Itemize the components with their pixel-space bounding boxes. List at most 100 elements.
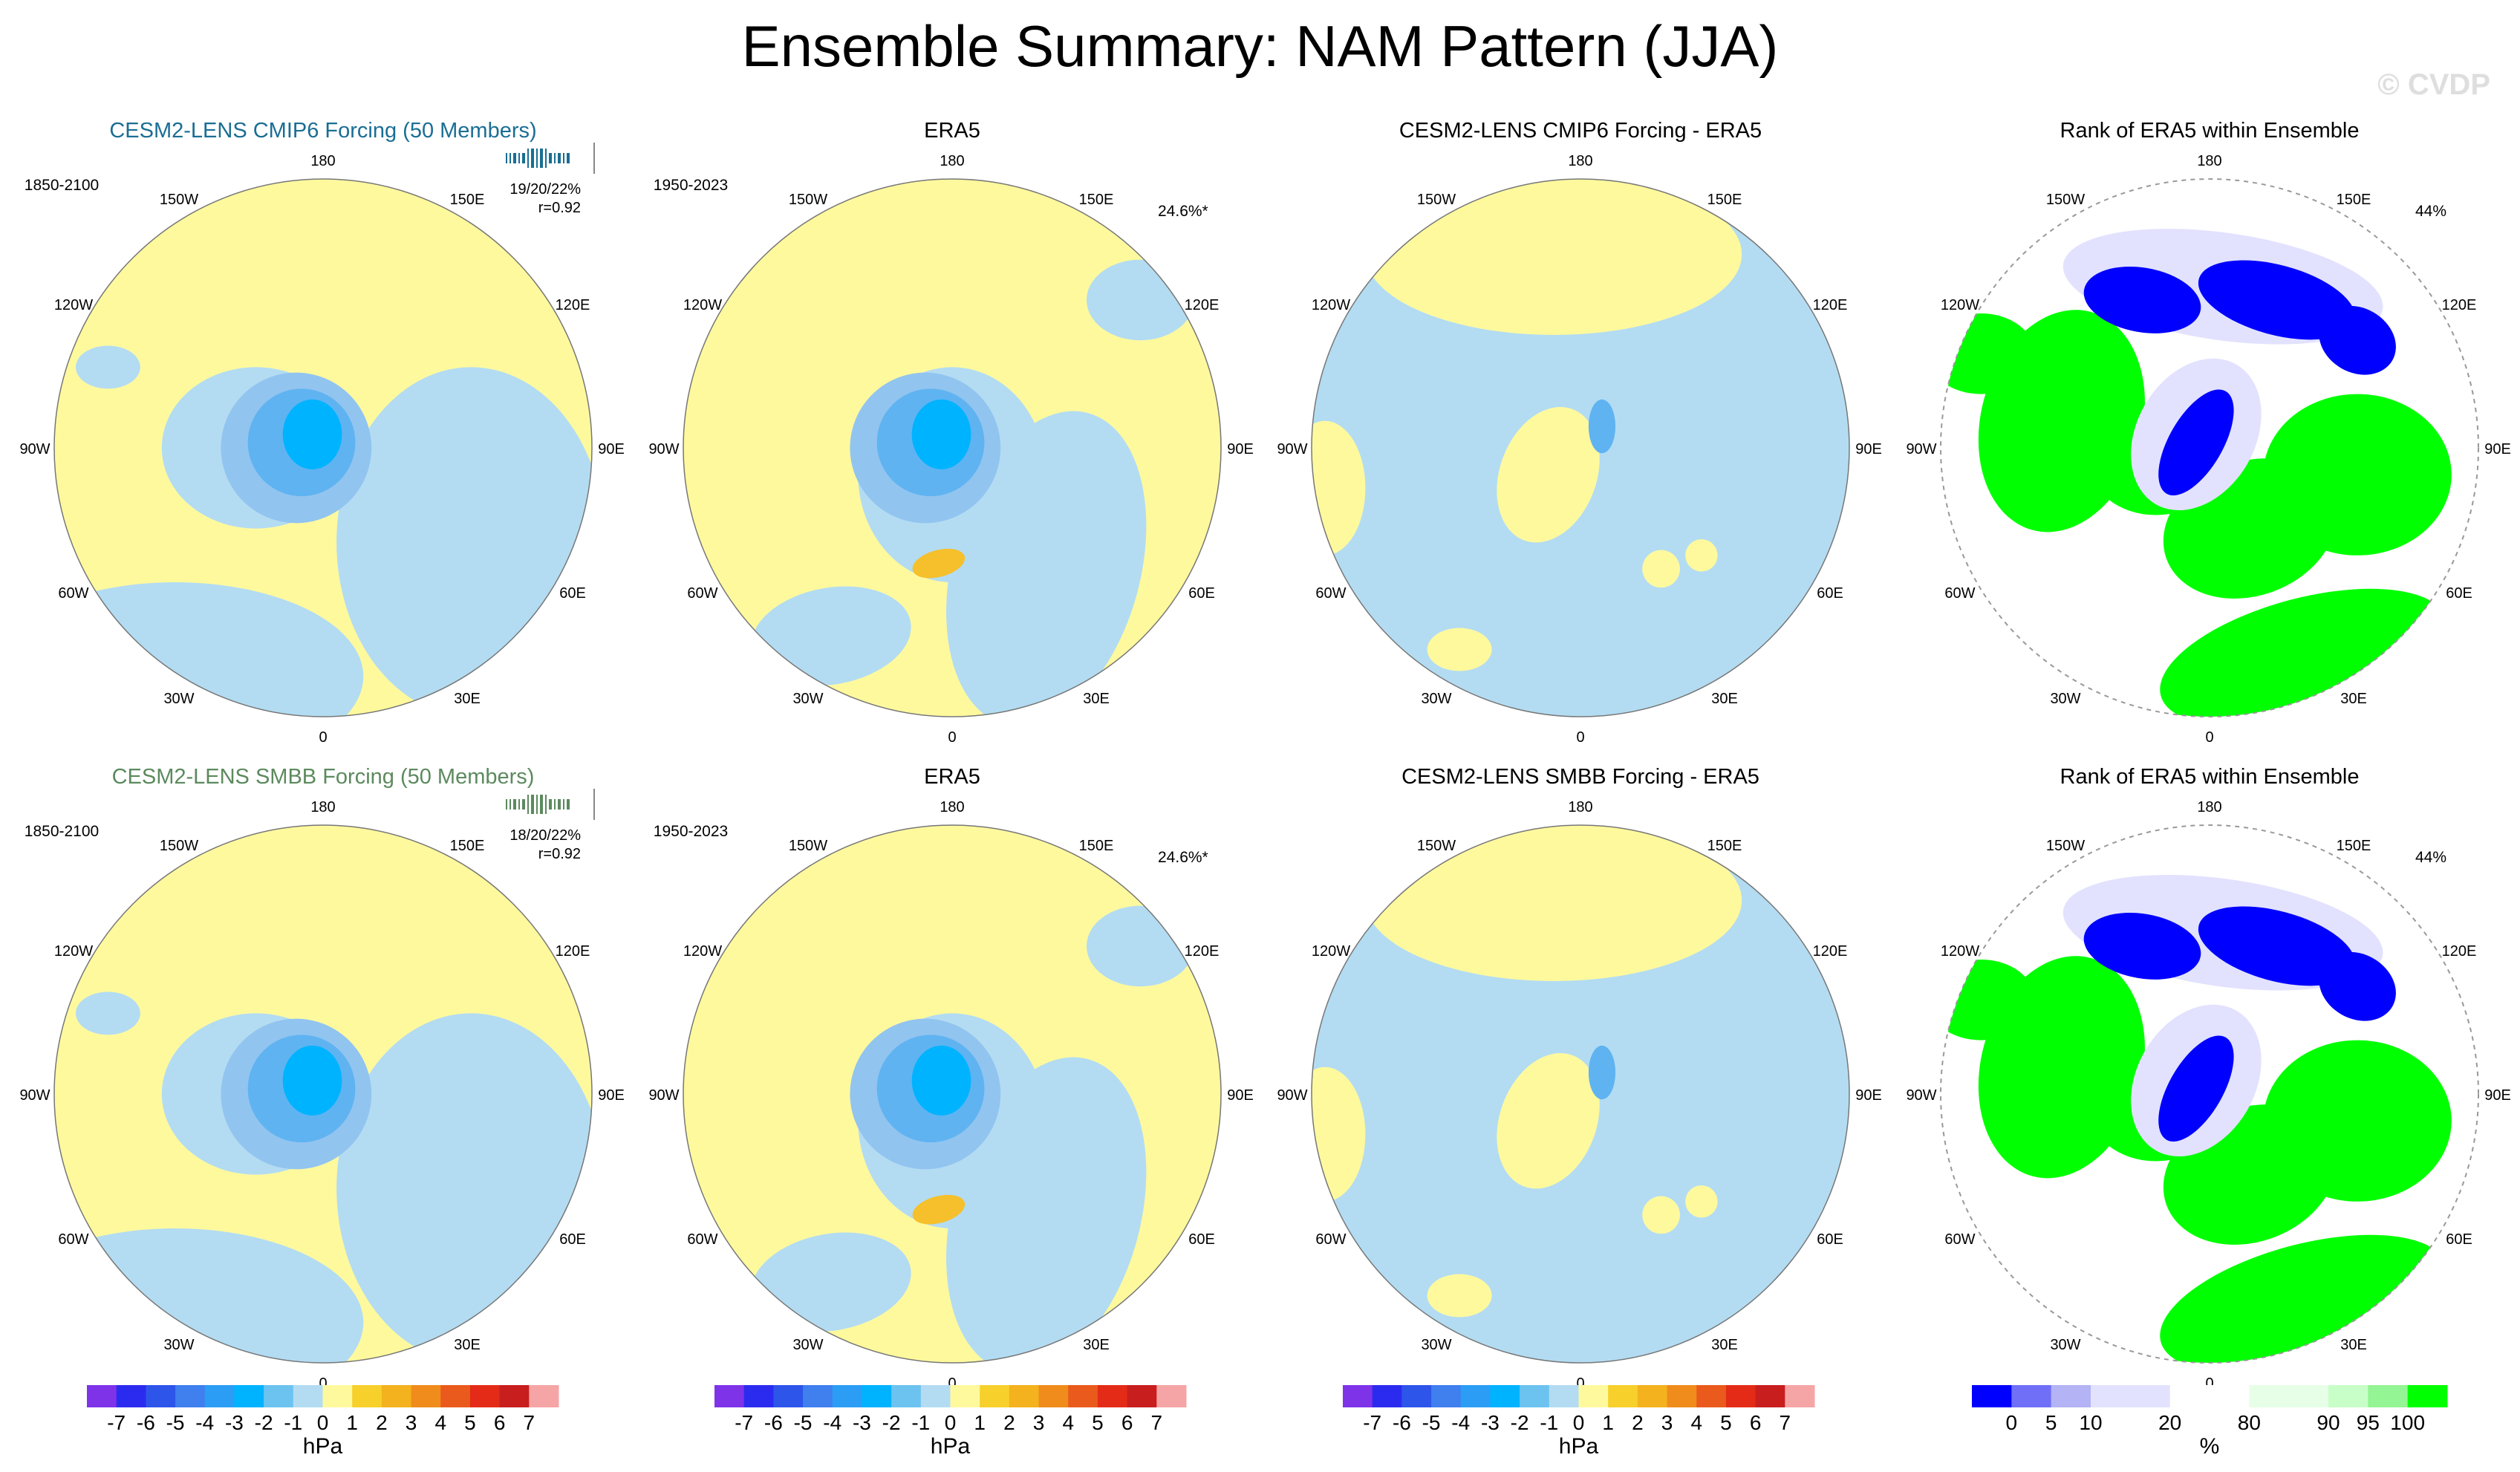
pattern-correlation: r=0.92 (538, 846, 581, 862)
panel-title: ERA5 (924, 119, 980, 143)
colorbar-box (1725, 1385, 1756, 1407)
longitude-label: 60E (1188, 1231, 1215, 1248)
colorbar-tick-label: 3 (406, 1411, 417, 1434)
colorbar-box (2210, 1385, 2250, 1407)
map-boundary (1940, 824, 2479, 1364)
map-panel-r2c1: CESM2-LENS SMBB Forcing (50 Members) 180 1… (19, 765, 624, 1392)
colorbar-tick-label: -1 (1540, 1411, 1558, 1434)
map-field (54, 179, 592, 717)
map-panel-r2c3: CESM2-LENS SMBB Forcing - ERA5 180 150E 120… (1277, 765, 1881, 1392)
longitude-label: 150W (789, 838, 827, 854)
longitude-label: 150E (450, 838, 485, 854)
rank-low-region (2083, 912, 2201, 980)
positive-difference-region (1365, 179, 1742, 335)
longitude-label: 90W (1906, 441, 1936, 457)
colorbar-box (146, 1385, 176, 1407)
longitude-label: 120E (1813, 943, 1848, 960)
colorbar-tick-label: 4 (434, 1411, 446, 1434)
colorbar-box (2130, 1385, 2171, 1407)
colorbar-box (175, 1385, 206, 1407)
colorbar-tick-label: 1 (974, 1411, 986, 1434)
longitude-label: 60W (1944, 585, 1975, 602)
colorbar-box (469, 1385, 501, 1407)
colorbar-tick-label: -6 (764, 1411, 783, 1434)
longitude-label: 30E (1711, 1337, 1738, 1353)
colorbar-box (891, 1385, 922, 1407)
colorbar-tick-label: 90 (2316, 1411, 2340, 1434)
longitude-label: 30E (1711, 691, 1738, 707)
longitude-label: 60E (2446, 585, 2472, 602)
map-field (683, 179, 1221, 717)
longitude-label: 120W (54, 943, 93, 960)
colorbar-box (1431, 1385, 1462, 1407)
longitude-label: 150E (1707, 192, 1742, 208)
variance-explained: 44% (2415, 203, 2446, 220)
colorbar-unit: hPa (1559, 1434, 1599, 1459)
longitude-label: 180 (2197, 153, 2221, 169)
longitude-label: 30W (163, 691, 194, 707)
colorbar-tick-label: 4 (1690, 1411, 1702, 1434)
variance-explained: 24.6%* (1158, 849, 1208, 866)
colorbar-tick-label: 1 (346, 1411, 358, 1434)
colorbar-box (1972, 1385, 2012, 1407)
colorbar-box (2169, 1385, 2210, 1407)
map-panel-r1c2: ERA5 180 150E 120E 90E 60E 30E 0 30W 60W 90W 120W 15… (648, 119, 1253, 746)
colorbar-tick-label: -7 (107, 1411, 126, 1434)
longitude-label: 60E (1817, 1231, 1843, 1248)
colorbar-box (1038, 1385, 1069, 1407)
colorbar-box (322, 1385, 353, 1407)
longitude-label: 120W (1312, 943, 1350, 960)
colorbar-tick-label: -5 (1422, 1411, 1441, 1434)
longitude-label: 150E (2337, 838, 2371, 854)
colorbar-tick-label: 2 (376, 1411, 388, 1434)
panel-title: CESM2-LENS CMIP6 Forcing - ERA5 (1399, 119, 1762, 143)
colorbar-box (980, 1385, 1010, 1407)
colorbar-box (1785, 1385, 1815, 1407)
rank-low-region (2319, 951, 2396, 1021)
colorbar-box (1009, 1385, 1040, 1407)
positive-difference-region (1365, 825, 1742, 981)
period-label: 1950-2023 (654, 823, 728, 840)
longitude-label: 150W (789, 192, 827, 208)
colorbar-tick-label: -3 (853, 1411, 871, 1434)
colorbar-box (2051, 1385, 2091, 1407)
colorbar-unit: hPa (931, 1434, 971, 1459)
longitude-label: 60W (687, 1231, 717, 1248)
longitude-label: 90E (1227, 1087, 1254, 1104)
colorbar-tick-label: 4 (1062, 1411, 1074, 1434)
longitude-label: 60E (559, 585, 586, 602)
negative-anomaly-3hPa (911, 399, 971, 469)
longitude-label: 30E (1083, 691, 1110, 707)
panel-title: CESM2-LENS SMBB Forcing (50 Members) (112, 765, 535, 789)
longitude-label: 0 (319, 1375, 327, 1392)
colorbar-box (352, 1385, 382, 1407)
panel-title: ERA5 (924, 765, 980, 789)
longitude-label: 60W (1944, 1231, 1975, 1248)
negative-difference-core (1588, 1045, 1616, 1100)
colorbar-tick-label: -2 (1511, 1411, 1529, 1434)
longitude-label: 60E (1188, 585, 1215, 602)
positive-difference-region (1312, 420, 1366, 556)
negative-anomaly-3hPa (911, 1045, 971, 1116)
rank-low-region (2158, 389, 2234, 496)
longitude-label: 150E (1079, 838, 1114, 854)
negative-anomaly-region (75, 991, 140, 1035)
longitude-label: 30E (2340, 691, 2367, 707)
colorbar-tick-label: 3 (1033, 1411, 1045, 1434)
longitude-label: 30W (1421, 691, 1451, 707)
colorbar-tick-label: -3 (1481, 1411, 1500, 1434)
longitude-label: 30E (454, 1337, 481, 1353)
colorbar-tick-label: 5 (464, 1411, 476, 1434)
colorbar-tick-label: 2 (1003, 1411, 1015, 1434)
colorbar-tick-label: -6 (137, 1411, 155, 1434)
colorbar-box (440, 1385, 471, 1407)
positive-anomaly-core (912, 1194, 966, 1225)
longitude-label: 90E (598, 441, 625, 457)
colorbar-box (116, 1385, 146, 1407)
colorbar-tick-label: 7 (524, 1411, 535, 1434)
colorbar-tick-label: -1 (284, 1411, 302, 1434)
longitude-label: 30E (2340, 1337, 2367, 1353)
longitude-label: 30W (1421, 1337, 1451, 1353)
longitude-label: 0 (2205, 1375, 2213, 1392)
colorbar-tick-label: -3 (225, 1411, 244, 1434)
